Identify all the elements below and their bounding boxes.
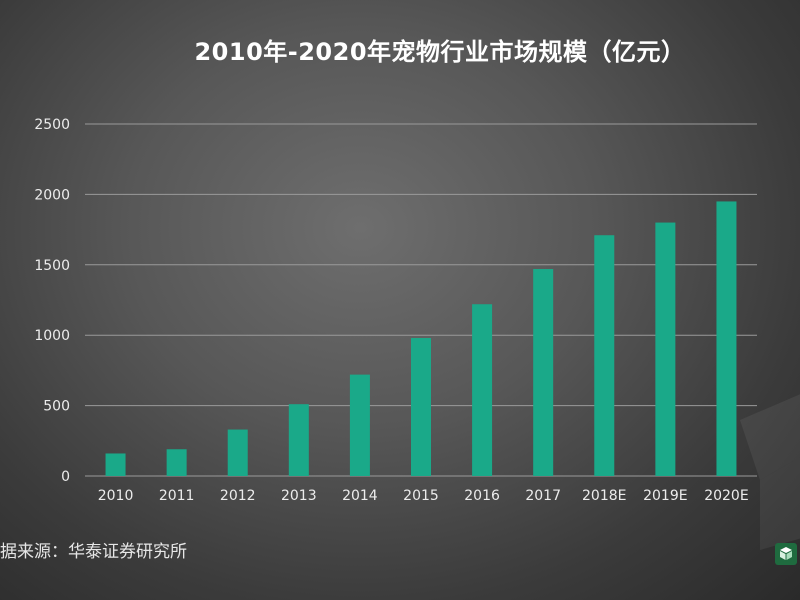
y-tick-label: 0 [61,469,70,485]
bar-2017 [533,269,554,476]
x-tick-label: 2012 [220,488,256,504]
x-tick-label: 2019E [643,488,687,504]
x-tick-label: 2016 [464,488,500,504]
y-axis-ticks: 0 500 1000 1500 2000 2500 [34,117,70,485]
x-tick-label: 2017 [525,488,561,504]
bar-2016 [472,304,493,476]
x-tick-label: 2011 [159,488,195,504]
chart-title: 2010年-2020年宠物行业市场规模（亿元） [194,38,686,66]
bar-2012 [227,429,248,476]
x-tick-label: 2014 [342,488,378,504]
x-tick-label: 2018E [582,488,626,504]
x-tick-label: 2020E [704,488,748,504]
y-tick-label: 2500 [34,117,70,133]
y-tick-label: 1500 [34,258,70,274]
x-axis-ticks: 2010 2011 2012 2013 2014 2015 2016 2017 2018E 201… [98,488,749,504]
bar-2018E [594,235,615,476]
bar-2011 [166,449,187,476]
x-tick-label: 2010 [98,488,134,504]
bar-2020E [716,201,737,476]
bar-2014 [349,374,370,476]
bar-2019E [655,222,676,476]
y-tick-label: 500 [43,399,70,415]
watermark-logo-icon [740,394,800,550]
cube-logo-icon [775,543,797,565]
y-tick-label: 2000 [34,187,70,203]
y-tick-label: 1000 [34,328,70,344]
x-tick-label: 2015 [403,488,439,504]
source-note: 据来源：华泰证券研究所 [0,542,187,562]
bar-2015 [411,338,431,476]
bar-2013 [288,404,309,476]
x-tick-label: 2013 [281,488,317,504]
bar-2010 [105,453,126,476]
bars [105,201,737,476]
